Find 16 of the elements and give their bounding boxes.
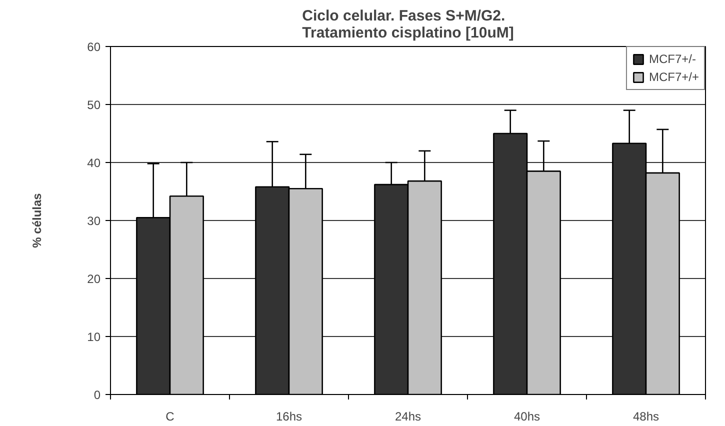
x-tick-label: C bbox=[166, 410, 175, 424]
y-tick-label: 0 bbox=[94, 388, 101, 402]
y-tick-label: 60 bbox=[87, 40, 101, 54]
y-tick-label: 30 bbox=[87, 214, 101, 228]
y-axis-title: % células bbox=[30, 192, 44, 248]
x-tick-label: 40hs bbox=[514, 410, 540, 424]
x-tick-label: 48hs bbox=[632, 410, 660, 424]
x-tick-label: 24hs bbox=[394, 410, 422, 424]
x-tick-label: 16hs bbox=[276, 410, 302, 424]
y-tick-label: 10 bbox=[87, 330, 101, 344]
legend-label: MCF7+/+ bbox=[648, 70, 699, 84]
chart-title: Ciclo celular. Fases S+M/G2. Tratamiento cisplatino [10uM] bbox=[302, 8, 514, 42]
y-tick-label: 20 bbox=[87, 272, 101, 286]
legend-label: MCF7+/- bbox=[648, 52, 696, 66]
y-tick-label: 40 bbox=[87, 156, 101, 170]
y-tick-label: 50 bbox=[87, 98, 101, 112]
